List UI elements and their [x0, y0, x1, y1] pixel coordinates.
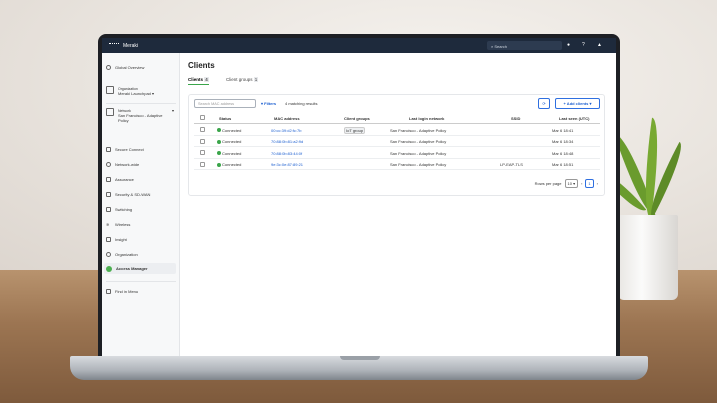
switch-icon	[106, 207, 111, 212]
last-seen: Mar 6 18:48	[552, 150, 574, 156]
table-row[interactable]: Connected 00:cc:39:d2:fc:7b IoT group Sa…	[194, 124, 600, 136]
assurance-icon	[106, 177, 111, 182]
help-icon[interactable]: ?	[582, 42, 585, 48]
last-seen: Mar 6 18:51	[552, 162, 574, 167]
brand: Meraki	[123, 42, 139, 49]
status: Connected	[217, 128, 241, 133]
table-row[interactable]: Connected 70:88:0b:81:a2:9d San Francisc…	[194, 136, 600, 147]
sidebar-item-organization-selector[interactable]: Organization Meraki Launchpad ▾	[106, 86, 154, 96]
user-icon[interactable]: ●	[567, 42, 571, 48]
last-seen: Mar 6 18:41	[552, 127, 574, 133]
person-icon	[106, 252, 111, 257]
clients-card: Search MAC address ▾ Filters 4 matching …	[188, 94, 605, 196]
next-page-button[interactable]: ›	[596, 181, 598, 186]
search-input[interactable]: ⌕ Search	[487, 41, 562, 50]
network: San Francisco - Adaptive Policy	[390, 162, 447, 167]
sidebar-item-security[interactable]: Security & SD-WAN	[106, 192, 150, 197]
prev-page-button[interactable]: ‹	[581, 181, 583, 186]
network: San Francisco - Adaptive Policy	[390, 139, 447, 144]
refresh-button[interactable]: ⟳	[538, 98, 550, 109]
ssid: LP-EAP-TLS	[500, 162, 523, 167]
page-title: Clients	[188, 61, 215, 70]
sidebar-item-global-overview[interactable]: Global Overview	[106, 65, 144, 70]
connected-status-icon	[217, 128, 221, 132]
tab-clients[interactable]: Clients 4	[188, 77, 209, 85]
top-bar: Meraki ⌕ Search ● ? ▲	[102, 38, 616, 53]
main-content: Clients Clients 4 Client groups 1 Search…	[180, 53, 616, 356]
page-button[interactable]: 1	[585, 179, 594, 188]
status: Connected	[217, 162, 241, 167]
status: Connected	[217, 151, 241, 156]
select-all-checkbox[interactable]	[200, 115, 205, 120]
chart-icon	[106, 237, 111, 242]
org-icon	[106, 86, 114, 94]
client-group-badge: IoT group	[344, 126, 366, 134]
row-checkbox[interactable]	[200, 138, 205, 144]
network: San Francisco - Adaptive Policy	[390, 150, 447, 156]
laptop-notch	[340, 356, 380, 360]
chevron-down-icon: ▾	[172, 108, 175, 113]
row-checkbox[interactable]	[200, 127, 205, 132]
bell-icon[interactable]: ▲	[597, 42, 602, 48]
sidebar-item-assurance[interactable]: Assurance	[106, 177, 134, 182]
sidebar-item-access-manager[interactable]: Access Manager	[104, 263, 176, 274]
sidebar-item-insight[interactable]: Insight	[106, 237, 127, 242]
filters-button[interactable]: ▾ Filters	[261, 101, 277, 106]
shield-icon	[106, 147, 111, 152]
pagination: Rows per page 10 ▾ ‹ 1 ›	[534, 179, 598, 188]
network-wide-icon	[106, 162, 111, 167]
add-clients-button[interactable]: + Add clients ▾	[555, 98, 600, 109]
globe-icon	[106, 65, 111, 70]
sidebar-item-organization[interactable]: Organization	[106, 252, 138, 257]
search-icon: ⌕	[491, 43, 495, 49]
connected-status-icon	[217, 139, 221, 144]
sidebar-item-secure-connect[interactable]: Secure Connect	[106, 147, 144, 152]
access-manager-icon	[106, 265, 112, 272]
mac-search-input[interactable]: Search MAC address	[194, 99, 256, 108]
laptop-base	[70, 356, 648, 380]
table-row[interactable]: Connected 70:88:0b:83:44:0f San Francisc…	[194, 147, 600, 159]
row-checkbox[interactable]	[200, 150, 205, 155]
mac-link[interactable]: 70:88:0b:81:a2:9d	[271, 139, 304, 144]
refresh-icon: ⟳	[542, 101, 546, 106]
rows-per-page-select[interactable]: 10 ▾	[564, 179, 579, 188]
row-checkbox[interactable]	[200, 161, 205, 167]
network: San Francisco - Adaptive Policy	[390, 127, 447, 133]
mac-link[interactable]: 9e:3c:0e:87:89:21	[271, 162, 304, 167]
find-icon	[106, 289, 111, 294]
sidebar-item-wireless[interactable]: ≋ Wireless	[106, 222, 131, 227]
status: Connected	[217, 139, 241, 144]
last-seen: Mar 6 18:34	[552, 139, 574, 144]
mac-link[interactable]: 70:88:0b:83:44:0f	[271, 150, 303, 156]
table-row[interactable]: Connected 9e:3c:0e:87:89:21 San Francisc…	[194, 159, 600, 170]
sidebar-item-network-selector[interactable]: Network San Francisco - Adaptive Policy ▾	[106, 108, 174, 123]
sidebar-item-network-wide[interactable]: Network-wide	[106, 162, 139, 167]
sidebar-item-find-in-menu[interactable]: Find in Menu	[106, 289, 138, 294]
security-icon	[106, 192, 111, 197]
divider	[106, 103, 176, 104]
divider	[106, 281, 176, 282]
cisco-logo	[109, 43, 119, 47]
sidebar: Global Overview Organization Meraki Launc…	[102, 53, 180, 356]
connected-status-icon	[217, 162, 221, 167]
tab-client-groups[interactable]: Client groups 1	[226, 77, 259, 82]
wifi-icon: ≋	[106, 222, 110, 227]
mac-link[interactable]: 00:cc:39:d2:fc:7b	[271, 127, 302, 133]
results-count: 4 matching results	[285, 101, 318, 106]
sidebar-item-switching[interactable]: Switching	[106, 207, 132, 212]
network-icon	[106, 108, 114, 116]
screen: Meraki ⌕ Search ● ? ▲ Global Overview Or…	[102, 38, 616, 356]
connected-status-icon	[217, 151, 221, 155]
table-header: Status MAC address Client groups Last lo…	[194, 112, 600, 124]
